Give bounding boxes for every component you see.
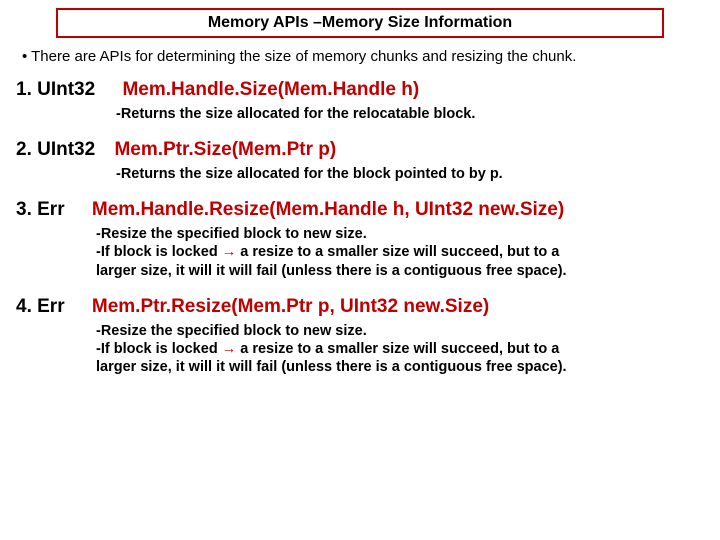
arrow-icon: → [222,341,237,357]
api-description: -Resize the specified block to new size.… [16,322,704,376]
desc-line: a resize to a smaller size will succeed,… [236,341,559,357]
api-entry-1: 1. UInt32 Mem.Handle.Size(Mem.Handle h) … [16,79,704,123]
desc-line: -Resize the specified block to new size. [96,226,367,242]
api-signature: 4. Err Mem.Ptr.Resize(Mem.Ptr p, UInt32 … [16,296,704,318]
api-return-type: 4. Err [16,296,65,318]
desc-line: a resize to a smaller size will succeed,… [236,244,559,260]
desc-line: -If block is locked [96,244,222,260]
desc-line: -Resize the specified block to new size. [96,323,367,339]
api-function: Mem.Ptr.Size(Mem.Ptr p) [114,139,336,161]
title-box: Memory APIs –Memory Size Information [56,8,664,38]
api-function: Mem.Handle.Size(Mem.Handle h) [122,79,419,101]
api-function: Mem.Ptr.Resize(Mem.Ptr p, UInt32 new.Siz… [92,296,489,318]
api-function: Mem.Handle.Resize(Mem.Handle h, UInt32 n… [92,199,564,221]
api-entry-4: 4. Err Mem.Ptr.Resize(Mem.Ptr p, UInt32 … [16,296,704,376]
api-entry-2: 2. UInt32 Mem.Ptr.Size(Mem.Ptr p) -Retur… [16,139,704,183]
title-text: Memory APIs –Memory Size Information [208,14,512,31]
intro-bullet: • There are APIs for determining the siz… [16,48,704,65]
api-signature: 2. UInt32 Mem.Ptr.Size(Mem.Ptr p) [16,139,704,161]
api-entry-3: 3. Err Mem.Handle.Resize(Mem.Handle h, U… [16,199,704,279]
api-return-type: 1. UInt32 [16,79,95,101]
desc-line: larger size, it will it will fail (unles… [96,359,567,375]
api-description: -Returns the size allocated for the bloc… [16,165,704,183]
desc-line: -Returns the size allocated for the bloc… [116,166,503,182]
arrow-icon: → [222,244,237,260]
api-signature: 3. Err Mem.Handle.Resize(Mem.Handle h, U… [16,199,704,221]
api-description: -Returns the size allocated for the relo… [16,105,704,123]
api-return-type: 2. UInt32 [16,139,95,161]
api-return-type: 3. Err [16,199,65,221]
desc-line: -Returns the size allocated for the relo… [116,106,475,122]
desc-line: -If block is locked [96,341,222,357]
api-signature: 1. UInt32 Mem.Handle.Size(Mem.Handle h) [16,79,704,101]
api-description: -Resize the specified block to new size.… [16,225,704,279]
desc-line: larger size, it will it will fail (unles… [96,263,567,279]
